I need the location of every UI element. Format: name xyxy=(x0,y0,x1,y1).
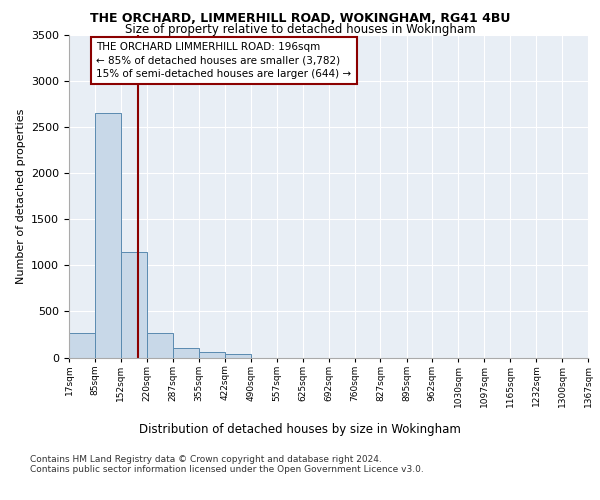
Y-axis label: Number of detached properties: Number of detached properties xyxy=(16,108,26,284)
Text: Contains HM Land Registry data © Crown copyright and database right 2024.: Contains HM Land Registry data © Crown c… xyxy=(30,456,382,464)
Text: Contains public sector information licensed under the Open Government Licence v3: Contains public sector information licen… xyxy=(30,466,424,474)
Text: THE ORCHARD, LIMMERHILL ROAD, WOKINGHAM, RG41 4BU: THE ORCHARD, LIMMERHILL ROAD, WOKINGHAM,… xyxy=(90,12,510,26)
Bar xyxy=(95,114,121,358)
Bar xyxy=(224,354,251,358)
Bar xyxy=(199,352,224,358)
Bar xyxy=(173,348,199,358)
Bar xyxy=(69,332,95,357)
Text: THE ORCHARD LIMMERHILL ROAD: 196sqm
← 85% of detached houses are smaller (3,782): THE ORCHARD LIMMERHILL ROAD: 196sqm ← 85… xyxy=(96,42,352,79)
Bar xyxy=(147,332,173,357)
Text: Size of property relative to detached houses in Wokingham: Size of property relative to detached ho… xyxy=(125,22,475,36)
Bar xyxy=(121,252,147,358)
Text: Distribution of detached houses by size in Wokingham: Distribution of detached houses by size … xyxy=(139,422,461,436)
